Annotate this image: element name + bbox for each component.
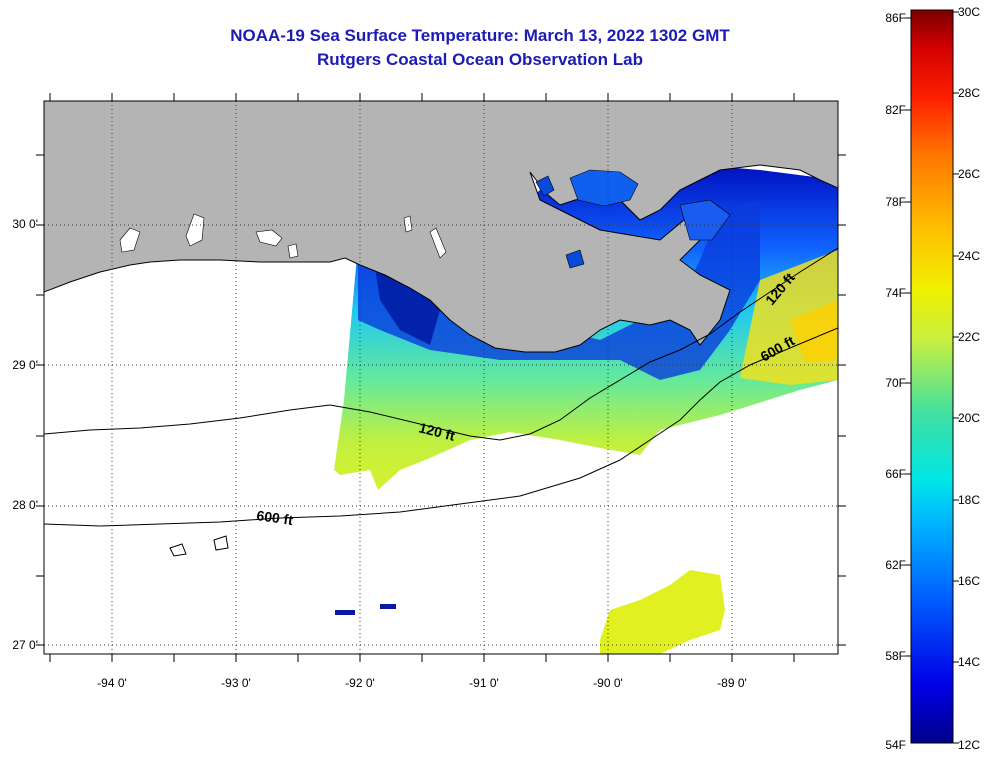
map-subtitle: Rutgers Coastal Ocean Observation Lab xyxy=(317,50,643,69)
colorbar-f-label: 78F xyxy=(885,195,906,209)
lat-label: 30 0' xyxy=(12,217,38,231)
map-border xyxy=(43,100,839,655)
colorbar-f-label: 86F xyxy=(885,11,906,25)
lon-label: -94 0' xyxy=(97,676,127,690)
temperature-colorbar xyxy=(910,9,954,744)
colorbar-c-label: 16C xyxy=(958,574,981,588)
inland-lakes xyxy=(119,213,447,259)
land-mass xyxy=(44,101,838,353)
colorbar-f-label: 54F xyxy=(885,738,906,752)
map-gridlines xyxy=(44,101,838,654)
colorbar-c-label: 24C xyxy=(958,249,981,263)
colorbar-c-label: 18C xyxy=(958,493,981,507)
map-tick-marks xyxy=(36,93,846,662)
colorbar-f-label: 82F xyxy=(885,103,906,117)
colorbar-c-label: 12C xyxy=(958,738,981,752)
lon-label: -92 0' xyxy=(345,676,375,690)
colorbar-ticks xyxy=(905,11,959,744)
lat-label: 27 0' xyxy=(12,638,38,652)
colorbar-f-label: 58F xyxy=(885,649,906,663)
inland-water-bodies xyxy=(535,169,731,269)
colorbar-f-label: 70F xyxy=(885,376,906,390)
lon-label: -89 0' xyxy=(717,676,747,690)
lat-label: 28 0' xyxy=(12,498,38,512)
southern-sst-patch xyxy=(600,570,725,654)
lon-label: -90 0' xyxy=(593,676,623,690)
colorbar-f-label: 74F xyxy=(885,286,906,300)
lon-label: -93 0' xyxy=(221,676,251,690)
colorbar-f-label: 62F xyxy=(885,558,906,572)
colorbar-c-label: 28C xyxy=(958,86,981,100)
colorbar-c-label: 20C xyxy=(958,411,981,425)
colorbar-c-label: 14C xyxy=(958,655,981,669)
contour-label: 600 ft xyxy=(256,507,295,528)
colorbar-c-label: 26C xyxy=(958,167,981,181)
bathymetry-contours xyxy=(44,247,838,557)
colorbar-f-label: 66F xyxy=(885,467,906,481)
map-title: NOAA-19 Sea Surface Temperature: March 1… xyxy=(230,26,730,45)
colorbar-c-label: 30C xyxy=(958,5,981,19)
lon-label: -91 0' xyxy=(469,676,499,690)
lat-label: 29 0' xyxy=(12,358,38,372)
colorbar-c-label: 22C xyxy=(958,330,981,344)
